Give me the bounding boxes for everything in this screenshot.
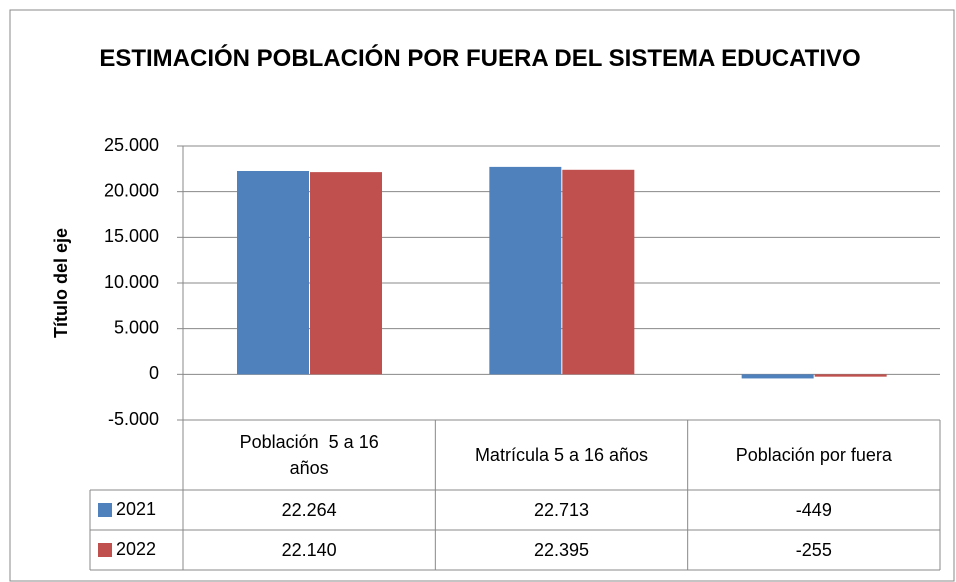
- table-value: 22.395: [533, 540, 590, 560]
- legend-label: 2021: [116, 499, 156, 519]
- bar: [237, 170, 309, 375]
- legend-swatch: [98, 543, 112, 557]
- bar: [489, 166, 562, 375]
- table-value: 22.140: [281, 540, 337, 560]
- y-tick-label: 20.000: [104, 180, 159, 200]
- chart-title: ESTIMACIÓN POBLACIÓN POR FUERA DEL SISTE…: [99, 45, 861, 72]
- x-tick-label: Matrícula 5 a 16 años: [474, 445, 649, 465]
- chart-border: [9, 9, 955, 582]
- y-tick-label: 10.000: [104, 272, 159, 292]
- y-tick-label: 0: [149, 363, 159, 383]
- table-value: -449: [795, 500, 832, 520]
- legend-label: 2022: [116, 539, 156, 559]
- y-tick-label: 5.000: [114, 317, 159, 337]
- y-tick-label: 15.000: [104, 226, 159, 246]
- table-value: 22.264: [281, 500, 337, 520]
- x-tick-label: Población por fuera: [735, 445, 892, 465]
- bar: [741, 374, 814, 379]
- bar: [814, 374, 887, 377]
- table-value: -255: [795, 540, 832, 560]
- bar: [562, 169, 635, 375]
- x-tick-label: Población 5 a 16 años: [239, 432, 384, 478]
- y-tick-label: 25.000: [104, 135, 159, 155]
- bar: [310, 172, 382, 375]
- legend-swatch: [98, 503, 112, 517]
- y-tick-label: -5.000: [108, 409, 159, 429]
- y-axis-title: Título del eje: [51, 228, 71, 338]
- table-value: 22.713: [533, 500, 590, 520]
